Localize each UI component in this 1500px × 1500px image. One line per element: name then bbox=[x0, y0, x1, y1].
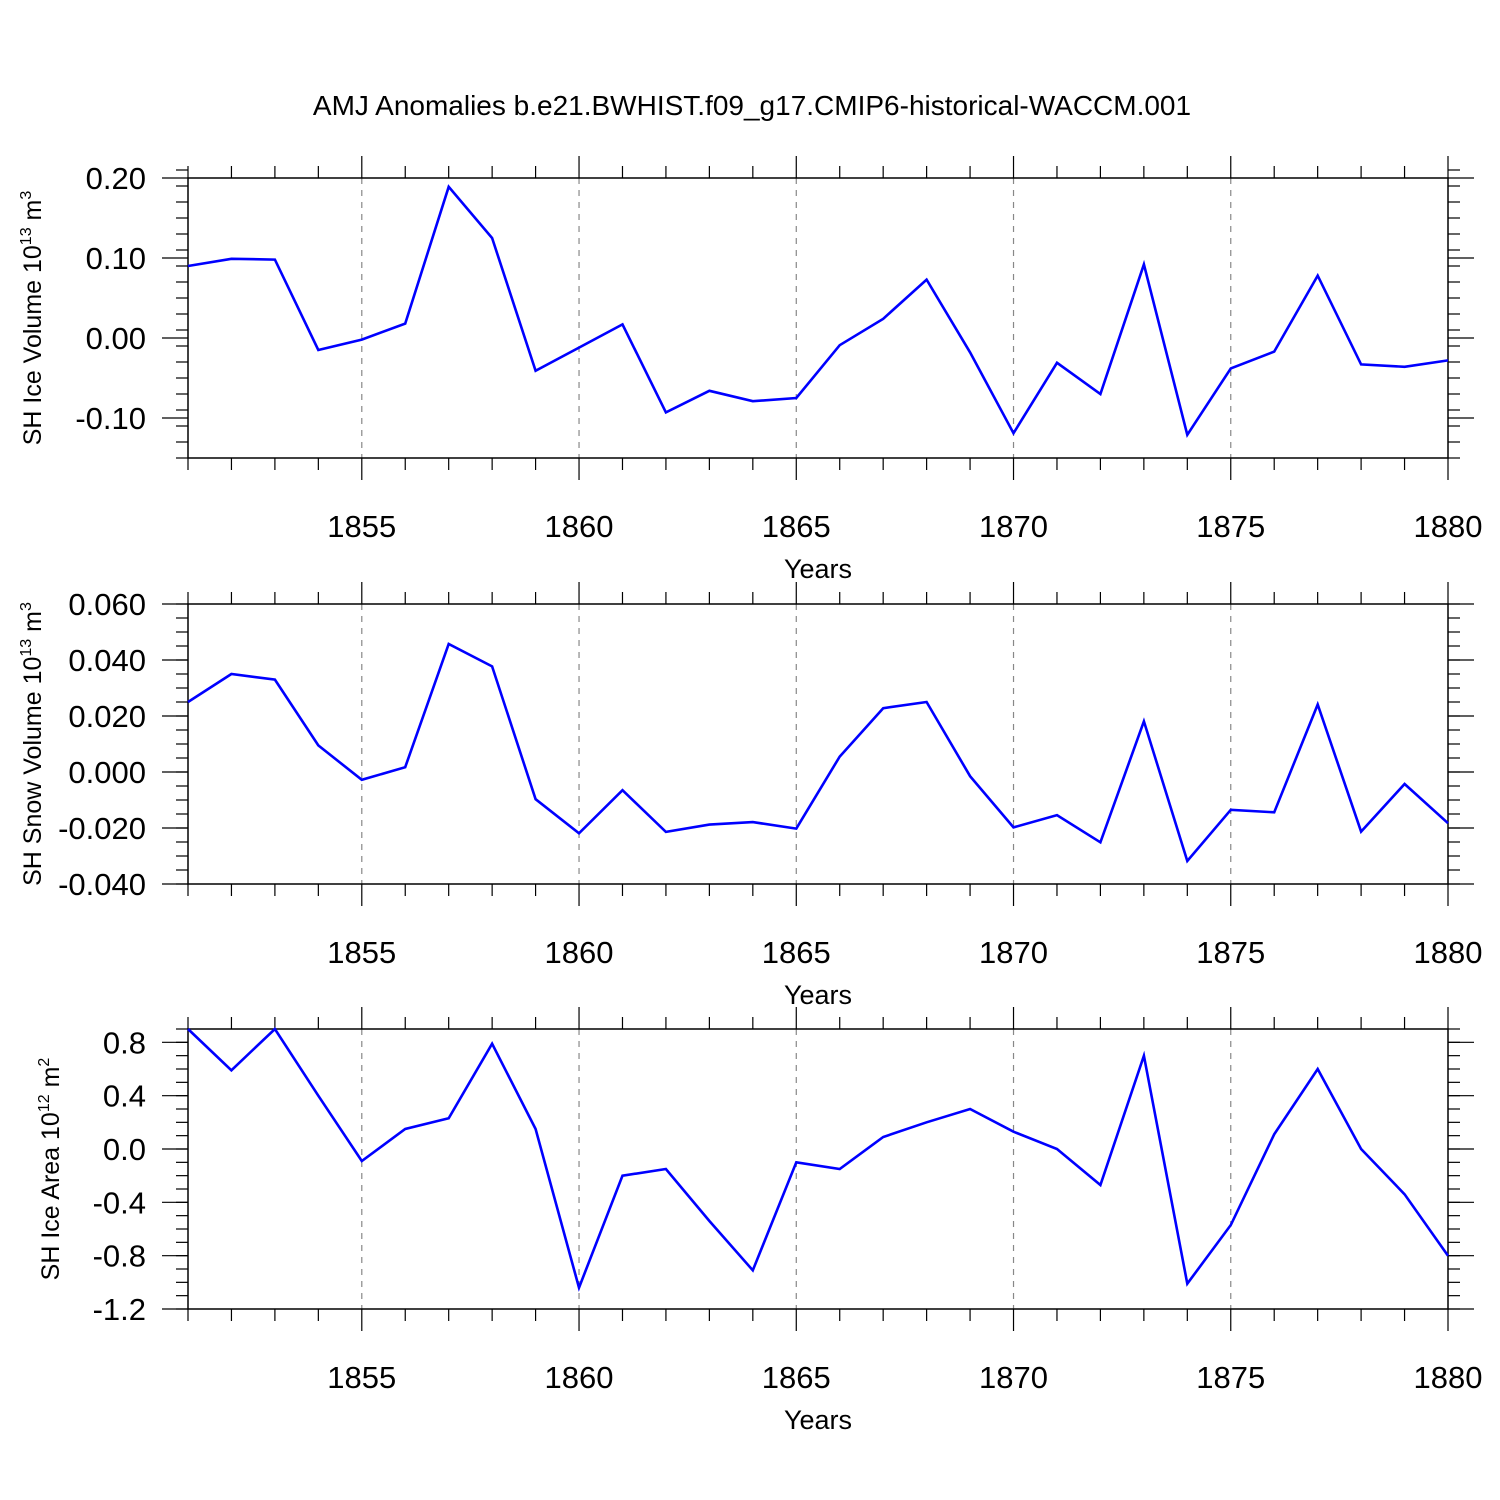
x-tick-label: 1880 bbox=[1414, 1360, 1483, 1395]
y-tick-label: 0.020 bbox=[68, 699, 146, 734]
x-tick-label: 1875 bbox=[1196, 935, 1265, 970]
y-axis-label: SH Ice Area 1012 m2 bbox=[36, 1058, 65, 1281]
y-tick-label: 0.20 bbox=[86, 161, 146, 196]
y-tick-label: 0.00 bbox=[86, 321, 146, 356]
y-axis-label-main: SH Ice Area 10 bbox=[37, 1112, 65, 1280]
x-tick-label: 1855 bbox=[327, 935, 396, 970]
x-tick-label: 1865 bbox=[762, 935, 831, 970]
y-tick-label: -0.020 bbox=[58, 811, 146, 846]
x-tick-label: 1865 bbox=[762, 1360, 831, 1395]
y-tick-label: 0.060 bbox=[68, 587, 146, 622]
x-axis-label: Years bbox=[784, 1405, 852, 1435]
y-tick-label: 0.10 bbox=[86, 241, 146, 276]
x-tick-label: 1875 bbox=[1196, 509, 1265, 544]
y-tick-label: -0.8 bbox=[93, 1239, 146, 1274]
x-tick-label: 1855 bbox=[327, 1360, 396, 1395]
y-tick-label: 0.8 bbox=[103, 1025, 146, 1060]
y-axis-label-exponent: 13 bbox=[18, 639, 35, 657]
x-tick-label: 1870 bbox=[979, 1360, 1048, 1395]
panel-3: 1855 1860 1865 1870 1875 1880 Years 0.8 0.4 0.0 -0… bbox=[36, 1007, 1482, 1435]
y-axis-label-exponent: 13 bbox=[18, 227, 35, 245]
y-tick-label: -0.040 bbox=[58, 867, 146, 902]
panels: 1855 1860 1865 1870 1875 1880 Years 0.20 0.10 0.0… bbox=[18, 156, 1482, 1435]
x-tick-label: 1870 bbox=[979, 509, 1048, 544]
panel-1: 1855 1860 1865 1870 1875 1880 Years 0.20 0.10 0.0… bbox=[18, 156, 1482, 584]
y-tick-label: 0.040 bbox=[68, 643, 146, 678]
x-tick-label: 1870 bbox=[979, 935, 1048, 970]
y-axis-label-unit: m bbox=[37, 1067, 65, 1095]
x-tick-label: 1855 bbox=[327, 509, 396, 544]
figure-title: AMJ Anomalies b.e21.BWHIST.f09_g17.CMIP6… bbox=[313, 90, 1191, 121]
plot-frame bbox=[187, 1028, 1449, 1310]
y-axis-label: SH Snow Volume 1013 m3 bbox=[18, 602, 47, 886]
y-tick-label: -0.10 bbox=[75, 401, 146, 436]
x-axis-label: Years bbox=[784, 980, 852, 1010]
plot-frame bbox=[187, 177, 1449, 459]
x-tick-label: 1880 bbox=[1414, 509, 1483, 544]
y-axis-label-main: SH Ice Volume 10 bbox=[19, 245, 47, 445]
y-axis-label-unit: m bbox=[19, 611, 47, 639]
x-axis-label: Years bbox=[784, 554, 852, 584]
x-tick-label: 1875 bbox=[1196, 1360, 1265, 1395]
y-tick-label: -0.4 bbox=[93, 1185, 146, 1220]
y-tick-label: 0.000 bbox=[68, 755, 146, 790]
x-tick-label: 1860 bbox=[545, 1360, 614, 1395]
panel-2: 1855 1860 1865 1870 1875 1880 Years 0.060 0.040 0… bbox=[18, 582, 1482, 1010]
series-line-1 bbox=[187, 642, 1449, 864]
y-tick-label: -1.2 bbox=[93, 1292, 146, 1327]
series-line-1 bbox=[187, 184, 1449, 438]
y-axis-label-unit-exponent: 3 bbox=[18, 602, 35, 611]
x-tick-label: 1860 bbox=[545, 509, 614, 544]
y-axis-label: SH Ice Volume 1013 m3 bbox=[18, 191, 47, 446]
y-axis-label-unit: m bbox=[19, 200, 47, 228]
y-axis-label-unit-exponent: 2 bbox=[36, 1058, 53, 1067]
x-tick-label: 1880 bbox=[1414, 935, 1483, 970]
series-line-1 bbox=[187, 1026, 1450, 1292]
y-axis-label-exponent: 12 bbox=[36, 1094, 53, 1112]
y-tick-label: 0.4 bbox=[103, 1079, 146, 1114]
y-axis-label-unit-exponent: 3 bbox=[18, 191, 35, 200]
x-tick-label: 1860 bbox=[545, 935, 614, 970]
x-tick-label: 1865 bbox=[762, 509, 831, 544]
y-axis-label-main: SH Snow Volume 10 bbox=[19, 657, 47, 886]
y-tick-label: 0.0 bbox=[103, 1132, 146, 1167]
